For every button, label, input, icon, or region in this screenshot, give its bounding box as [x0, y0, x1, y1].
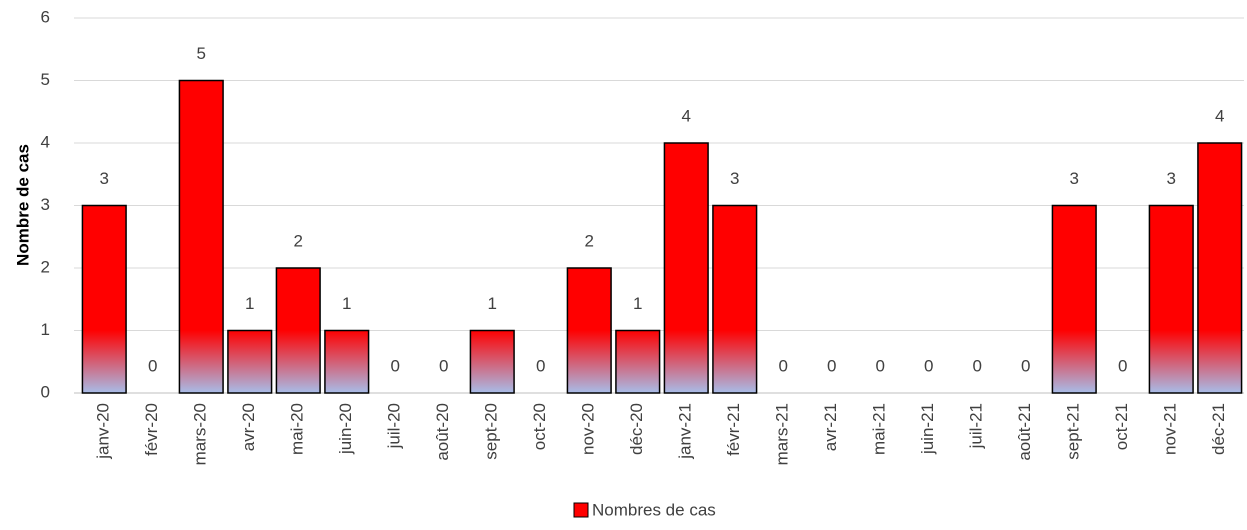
data-label: 0 — [876, 356, 885, 375]
data-label: 0 — [439, 356, 448, 375]
data-label: 1 — [633, 294, 642, 313]
x-tick-label: mars-20 — [191, 403, 210, 465]
x-tick-label: nov-21 — [1161, 403, 1180, 455]
data-label: 0 — [1118, 356, 1127, 375]
bar — [275, 267, 321, 394]
bar — [1051, 204, 1097, 394]
y-axis-label: Nombre de cas — [13, 144, 32, 266]
x-tick-label: sept-21 — [1064, 403, 1083, 460]
x-tick-label: mars-21 — [773, 403, 792, 465]
x-tick-label: déc-20 — [627, 403, 646, 455]
data-label: 4 — [682, 106, 691, 125]
bar — [566, 267, 612, 394]
data-label: 0 — [536, 356, 545, 375]
data-label: 3 — [100, 169, 109, 188]
x-tick-label: avr-21 — [821, 403, 840, 451]
y-tick-label: 2 — [41, 257, 50, 276]
data-label: 3 — [1070, 169, 1079, 188]
y-tick-label: 5 — [41, 70, 50, 89]
data-label: 0 — [827, 356, 836, 375]
x-tick-label: oct-20 — [530, 403, 549, 450]
data-label: 1 — [342, 294, 351, 313]
x-tick-label: mai-21 — [870, 403, 889, 455]
data-label: 4 — [1215, 106, 1224, 125]
x-tick-label: févr-21 — [724, 403, 743, 456]
x-tick-label: juil-20 — [385, 403, 404, 449]
y-tick-label: 6 — [41, 7, 50, 26]
bar — [663, 142, 709, 394]
x-tick-label: janv-21 — [676, 403, 695, 460]
data-label: 2 — [294, 231, 303, 250]
data-label: 1 — [245, 294, 254, 313]
x-tick-label: oct-21 — [1112, 403, 1131, 450]
data-label: 0 — [148, 356, 157, 375]
x-tick-label: nov-20 — [579, 403, 598, 455]
x-tick-label: sept-20 — [482, 403, 501, 460]
data-label: 0 — [779, 356, 788, 375]
data-label: 5 — [197, 44, 206, 63]
bar — [324, 329, 370, 394]
bar — [1197, 142, 1243, 394]
bar — [712, 204, 758, 394]
data-label: 0 — [1021, 356, 1030, 375]
bar — [178, 79, 224, 394]
bar — [615, 329, 661, 394]
data-label: 0 — [924, 356, 933, 375]
x-tick-label: juin-21 — [918, 403, 937, 455]
y-tick-label: 0 — [41, 382, 50, 401]
x-tick-label: août-20 — [433, 403, 452, 461]
bar — [469, 329, 515, 394]
bar — [81, 204, 127, 394]
data-label: 1 — [488, 294, 497, 313]
y-tick-label: 1 — [41, 320, 50, 339]
data-label: 3 — [1167, 169, 1176, 188]
y-tick-label: 3 — [41, 195, 50, 214]
x-tick-label: juin-20 — [336, 403, 355, 455]
x-tick-label: mai-20 — [288, 403, 307, 455]
data-label: 0 — [391, 356, 400, 375]
data-label: 2 — [585, 231, 594, 250]
x-tick-label: juil-21 — [967, 403, 986, 449]
x-tick-label: déc-21 — [1209, 403, 1228, 455]
data-label: 0 — [973, 356, 982, 375]
legend-swatch — [573, 502, 589, 518]
y-tick-label: 4 — [41, 132, 50, 151]
legend-label: Nombres de cas — [592, 500, 716, 519]
x-tick-label: janv-20 — [94, 403, 113, 460]
bar — [1148, 204, 1194, 394]
x-tick-label: févr-20 — [142, 403, 161, 456]
x-tick-label: avr-20 — [239, 403, 258, 451]
data-label: 3 — [730, 169, 739, 188]
bar — [227, 329, 273, 394]
x-tick-label: août-21 — [1015, 403, 1034, 461]
